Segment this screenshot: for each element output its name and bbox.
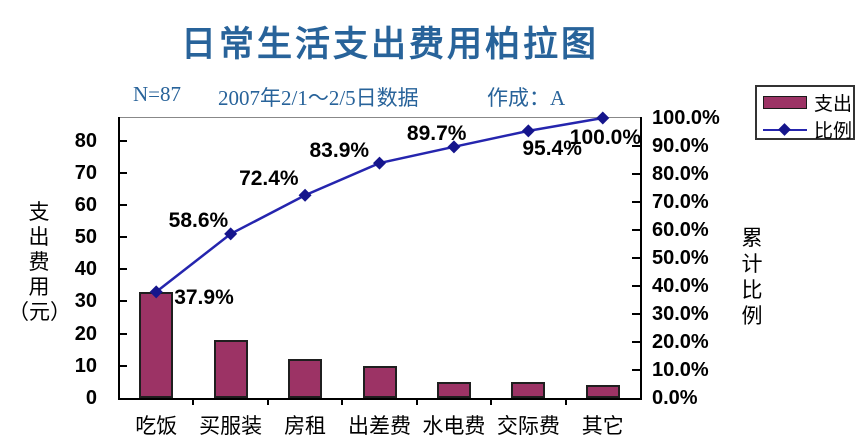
legend-item-ratio: 比例 bbox=[763, 116, 852, 143]
cumulative-percent-label: 83.9% bbox=[309, 139, 370, 163]
y-right-axis-line bbox=[640, 117, 642, 400]
y-left-tick-label: 10 bbox=[74, 354, 97, 377]
y-right-tick-label: 70.0% bbox=[652, 191, 709, 213]
y-right-tick bbox=[632, 313, 640, 315]
y-right-tick-label: 40.0% bbox=[652, 275, 709, 297]
y-right-tick-label: 10.0% bbox=[652, 359, 709, 381]
y-right-tick bbox=[632, 201, 640, 203]
subtitle-author: 作成：A bbox=[487, 86, 566, 110]
x-axis-tick bbox=[266, 398, 269, 405]
y-right-tick-label: 100.0% bbox=[652, 107, 720, 129]
cumulative-percent-label: 37.9% bbox=[174, 285, 234, 309]
cumulative-percent-label: 58.6% bbox=[168, 208, 229, 232]
y-left-axis-line bbox=[118, 117, 120, 400]
x-category-label: 吃饭 bbox=[135, 414, 178, 438]
x-axis-tick bbox=[341, 398, 344, 405]
cumulative-percent-label: 95.4% bbox=[522, 136, 582, 160]
y-right-tick bbox=[632, 369, 640, 371]
diamond-marker-icon bbox=[521, 124, 535, 138]
cumulative-percent-label: 72.4% bbox=[239, 167, 299, 191]
x-axis-line bbox=[118, 398, 642, 400]
diamond-marker-icon bbox=[596, 111, 610, 125]
y-right-tick-label: 80.0% bbox=[652, 163, 709, 185]
y-left-tick bbox=[119, 171, 127, 174]
y-left-tick bbox=[119, 268, 127, 271]
line-marker-icon bbox=[763, 122, 807, 136]
y-right-tick bbox=[632, 145, 640, 147]
x-category-label: 出差费 bbox=[348, 414, 411, 438]
bar-swatch-icon bbox=[763, 96, 807, 109]
legend-label: 支出 bbox=[814, 94, 853, 115]
y-left-tick-label: 70 bbox=[74, 161, 97, 184]
bar-交际费 bbox=[511, 381, 546, 398]
subtitle-n-count: N=87 bbox=[133, 82, 182, 106]
y-right-tick-label: 60.0% bbox=[652, 219, 709, 241]
x-category-label: 水电费 bbox=[422, 414, 486, 438]
y-right-tick-label: 0.0% bbox=[652, 387, 698, 409]
y-left-tick bbox=[119, 364, 127, 367]
x-category-label: 其它 bbox=[581, 414, 624, 438]
y-left-tick-label: 20 bbox=[74, 322, 97, 345]
y-right-tick bbox=[632, 285, 640, 287]
bar-水电费 bbox=[436, 381, 471, 398]
y-left-tick bbox=[119, 203, 127, 206]
bar-吃饭 bbox=[139, 291, 174, 398]
y-right-tick bbox=[632, 257, 640, 259]
y-right-tick bbox=[632, 341, 640, 343]
bar-买服装 bbox=[213, 340, 248, 398]
y-left-tick bbox=[119, 139, 127, 142]
y-right-tick-label: 50.0% bbox=[652, 247, 709, 269]
y-left-tick bbox=[119, 332, 127, 335]
cumulative-percent-label: 100.0% bbox=[569, 126, 642, 149]
bar-出差费 bbox=[362, 365, 397, 398]
y-right-tick-label: 30.0% bbox=[652, 303, 709, 325]
chart-legend: 支出 比例 bbox=[755, 85, 855, 143]
y-right-tick-label: 20.0% bbox=[652, 331, 709, 353]
y-left-tick-label: 80 bbox=[74, 129, 97, 152]
subtitle-date-range: 2007年2/1～2/5日数据 bbox=[218, 86, 419, 110]
bar-其它 bbox=[585, 385, 620, 398]
cumulative-percent-label: 89.7% bbox=[406, 121, 467, 145]
x-axis-tick bbox=[564, 398, 567, 405]
y-right-tick bbox=[632, 173, 640, 175]
chart-title: 日常生活支出费用柏拉图 bbox=[180, 25, 599, 64]
x-axis-tick bbox=[415, 398, 418, 405]
y-left-tick bbox=[119, 300, 127, 303]
x-axis-tick bbox=[192, 398, 195, 405]
y-right-tick bbox=[632, 229, 640, 231]
y-left-tick-label: 0 bbox=[85, 387, 97, 409]
y-right-tick-label: 90.0% bbox=[652, 135, 709, 157]
legend-label: 比例 bbox=[814, 121, 853, 142]
y-left-tick-label: 30 bbox=[74, 290, 97, 313]
diamond-marker-icon bbox=[373, 156, 386, 170]
x-category-label: 房租 bbox=[284, 414, 327, 438]
diamond-marker-icon bbox=[298, 188, 312, 202]
y-left-tick-label: 40 bbox=[74, 258, 97, 281]
y-left-tick bbox=[119, 236, 127, 239]
y-right-axis-title: 累计比例 bbox=[741, 226, 763, 328]
legend-item-expense: 支出 bbox=[763, 89, 852, 116]
bar-房租 bbox=[288, 359, 323, 398]
y-left-axis-title: 支出费用（元） bbox=[8, 200, 71, 324]
x-axis-tick bbox=[490, 398, 493, 405]
y-left-tick-label: 60 bbox=[74, 193, 97, 216]
y-left-tick-label: 50 bbox=[74, 226, 97, 249]
x-category-label: 买服装 bbox=[199, 414, 263, 438]
x-category-label: 交际费 bbox=[496, 414, 560, 438]
